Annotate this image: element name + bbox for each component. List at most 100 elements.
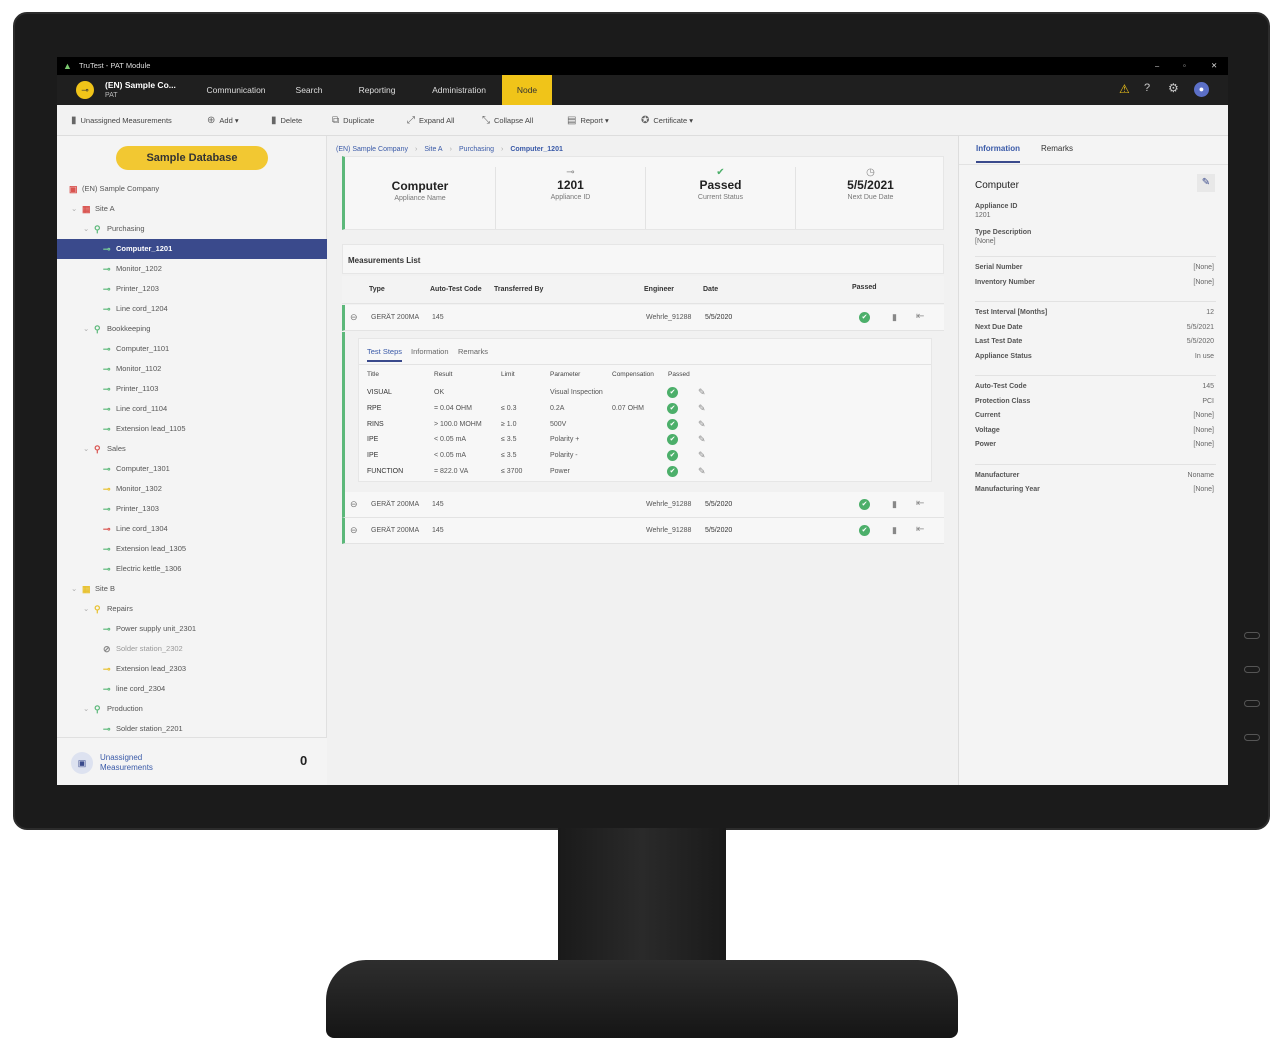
nav-communication[interactable]: Communication xyxy=(206,85,266,95)
report-button[interactable]: ▤ Report ▾ xyxy=(567,115,609,126)
pencil-icon[interactable]: ✎ xyxy=(698,466,706,476)
trash-icon[interactable]: ▮ xyxy=(892,525,897,535)
tree-item[interactable]: ⊸ Monitor_1202 xyxy=(57,259,327,279)
tree-item[interactable]: ⊸ Computer_1101 xyxy=(57,339,327,359)
tree-item[interactable]: ⊸ Monitor_1302 xyxy=(57,479,327,499)
test-step-row: RPE = 0.04 OHM ≤ 0.3 0.2A 0.07 OHM ✔ ✎ xyxy=(359,402,931,418)
tree-item[interactable]: ⊸ Computer_1301 xyxy=(57,459,327,479)
user-avatar-icon[interactable]: ● xyxy=(1194,82,1209,97)
breadcrumb-item[interactable]: Purchasing xyxy=(458,146,494,153)
tab-information[interactable]: Information xyxy=(411,347,449,356)
tree-item[interactable]: ⊸ Power supply unit_2301 xyxy=(57,619,327,639)
tab-remarks[interactable]: Remarks xyxy=(1041,144,1074,153)
tree-item[interactable]: ⊘ Solder station_2302 xyxy=(57,639,327,659)
tree-item[interactable]: ⊸ Printer_1303 xyxy=(57,499,327,519)
tree-item[interactable]: ⌄ ⚲ Repairs xyxy=(57,599,327,619)
tree-item[interactable]: ⌄ ⚲ Bookkeeping xyxy=(57,319,327,339)
column-header[interactable]: Date xyxy=(703,286,719,293)
cell-engineer: Wehrle_91288 xyxy=(646,527,692,534)
column-header[interactable]: Type xyxy=(369,286,385,293)
chevron-down-icon[interactable]: ⌄ xyxy=(83,704,90,713)
tree-item[interactable]: ⊸ Computer_1201 xyxy=(57,239,327,259)
tree-item[interactable]: ▣ (EN) Sample Company xyxy=(57,179,327,199)
tab-information[interactable]: Information xyxy=(976,144,1020,163)
pencil-icon[interactable]: ✎ xyxy=(698,387,706,397)
chevron-down-icon[interactable]: ⌄ xyxy=(71,204,78,213)
table-row[interactable]: ⊖ GERÄT 200MA 145 Wehrle_91288 5/5/2020 ✔ ▮ ⇤ xyxy=(342,305,944,331)
edit-button[interactable]: ✎ xyxy=(1197,174,1215,192)
unassigned-measurements-button[interactable]: ▮ Unassigned Measurements xyxy=(71,105,172,136)
appliance-id-label: Appliance ID xyxy=(975,203,1018,210)
chevron-down-icon[interactable]: ⌄ xyxy=(83,604,90,613)
column-header[interactable]: Transferred By xyxy=(494,286,544,293)
collapse-all-button[interactable]: ⤡ Collapse All xyxy=(482,105,533,136)
pencil-icon[interactable]: ✎ xyxy=(698,434,706,445)
table-row[interactable]: ⊖ GERÄT 200MA 145 Wehrle_91288 5/5/2020 ✔ ▮ ⇤ xyxy=(342,518,944,544)
column-header[interactable]: Passed xyxy=(852,284,877,291)
company-name[interactable]: (EN) Sample Co... xyxy=(105,80,176,90)
field-label: Auto-Test Code xyxy=(975,383,1027,390)
sample-database-button[interactable]: Sample Database xyxy=(116,146,268,170)
tab-test-steps[interactable]: Test Steps xyxy=(367,347,403,362)
field-label: Voltage xyxy=(975,426,1000,434)
pencil-icon[interactable]: ✎ xyxy=(698,418,706,429)
tree-item[interactable]: ⊸ Extension lead_1305 xyxy=(57,539,327,559)
tree-item[interactable]: ⊸ Solder station_2201 xyxy=(57,719,327,739)
column-header[interactable]: Engineer xyxy=(644,286,674,293)
tree-item[interactable]: ⊸ Printer_1103 xyxy=(57,379,327,399)
expand-row-icon[interactable]: ⊖ xyxy=(350,499,358,509)
chevron-down-icon[interactable]: ⌄ xyxy=(83,224,90,233)
tree-item[interactable]: ⊸ Electric kettle_1306 xyxy=(57,559,327,579)
chevron-down-icon[interactable]: ⌄ xyxy=(83,444,90,453)
tree-item[interactable]: ⌄ ▦ Site B xyxy=(57,579,327,599)
tree-item[interactable]: ⊸ Extension lead_1105 xyxy=(57,419,327,439)
trash-icon[interactable]: ▮ xyxy=(892,312,897,322)
tree-item[interactable]: ⊸ Extension lead_2303 xyxy=(57,659,327,679)
pencil-icon[interactable]: ✎ xyxy=(698,402,706,413)
tree-item[interactable]: ⊸ Monitor_1102 xyxy=(57,359,327,379)
export-icon[interactable]: ⇤ xyxy=(916,498,925,509)
tree-item[interactable]: ⌄ ▦ Site A xyxy=(57,199,327,219)
export-icon[interactable]: ⇤ xyxy=(916,311,925,322)
tree-item[interactable]: ⌄ ⚲ Production xyxy=(57,699,327,719)
duplicate-button[interactable]: ⧉ Duplicate xyxy=(332,105,374,136)
expand-all-button[interactable]: ⤢ Expand All xyxy=(407,105,454,136)
close-button[interactable]: ✕ xyxy=(1211,61,1218,70)
add-button[interactable]: ⊕ Add ▾ xyxy=(207,115,239,126)
tree-item[interactable]: ⌄ ⚲ Sales xyxy=(57,439,327,459)
maximize-button[interactable]: ▫ xyxy=(1183,61,1186,70)
chevron-down-icon[interactable]: ⌄ xyxy=(71,584,78,593)
tab-remarks[interactable]: Remarks xyxy=(458,347,489,356)
certificate-button[interactable]: ✪ Certificate ▾ xyxy=(641,115,694,126)
gear-icon[interactable]: ⚙ xyxy=(1168,81,1179,95)
pencil-icon[interactable]: ✎ xyxy=(698,450,706,461)
breadcrumb-item[interactable]: Site A xyxy=(424,146,443,153)
table-row[interactable]: ⊖ GERÄT 200MA 145 Wehrle_91288 5/5/2020 ✔ ▮ ⇤ xyxy=(342,492,944,518)
cell-type: GERÄT 200MA xyxy=(371,527,420,534)
expand-row-icon[interactable]: ⊖ xyxy=(350,525,358,535)
tree-item[interactable]: ⊸ Printer_1203 xyxy=(57,279,327,299)
delete-button[interactable]: ▮ Delete xyxy=(271,105,302,136)
tree-item[interactable]: ⌄ ⚲ Purchasing xyxy=(57,219,327,239)
collapse-row-icon[interactable]: ⊖ xyxy=(350,312,358,322)
nav-reporting[interactable]: Reporting xyxy=(358,85,396,95)
column-header[interactable]: Auto-Test Code xyxy=(430,286,482,293)
unassigned-measurements-panel[interactable]: ▣ Unassigned Measurements 0 xyxy=(57,737,327,785)
breadcrumb-item[interactable]: (EN) Sample Company xyxy=(336,146,408,153)
help-icon[interactable]: ? xyxy=(1144,82,1151,94)
trash-icon[interactable]: ▮ xyxy=(892,499,897,509)
warning-icon[interactable]: ⚠ xyxy=(1119,82,1130,96)
minimize-button[interactable]: – xyxy=(1155,61,1160,70)
tree-item[interactable]: ⊸ Line cord_1104 xyxy=(57,399,327,419)
tree-item[interactable]: ⊸ Line cord_1204 xyxy=(57,299,327,319)
breadcrumb-item[interactable]: Computer_1201 xyxy=(510,146,563,153)
tree-item[interactable]: ⊸ Line cord_1304 xyxy=(57,519,327,539)
unassigned-link[interactable]: Unassigned Measurements xyxy=(100,753,153,772)
nav-search[interactable]: Search xyxy=(295,85,323,95)
nav-node[interactable]: Node xyxy=(502,75,552,105)
tree-item[interactable]: ⊸ line cord_2304 xyxy=(57,679,327,699)
chevron-down-icon[interactable]: ⌄ xyxy=(83,324,90,333)
nav-administration[interactable]: Administration xyxy=(432,85,486,95)
export-icon[interactable]: ⇤ xyxy=(916,524,925,535)
field-value: [None] xyxy=(1193,426,1214,434)
